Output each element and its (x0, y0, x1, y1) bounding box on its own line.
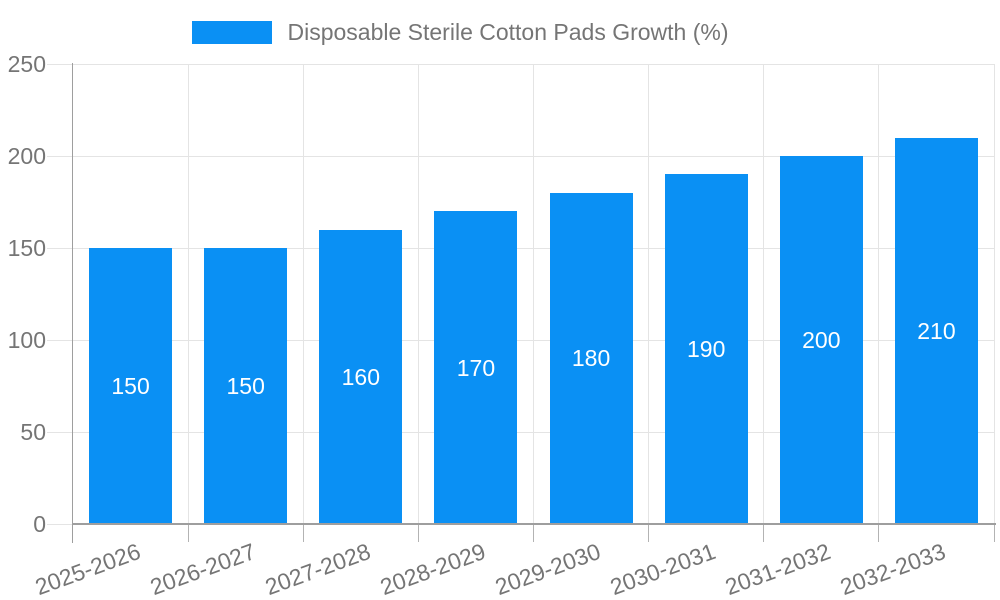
y-axis-line (71, 63, 73, 543)
x-tick (878, 524, 880, 542)
y-axis-label: 0 (33, 511, 46, 537)
y-axis-label: 100 (7, 327, 46, 353)
x-tick (648, 524, 650, 542)
x-tick (763, 524, 765, 542)
x-axis-label: 2031-2032 (721, 538, 835, 600)
y-tick (47, 247, 73, 249)
bar (549, 192, 633, 524)
y-tick (47, 63, 73, 65)
bar-value-label: 150 (111, 373, 150, 399)
y-tick (47, 431, 73, 433)
bar-value-label: 150 (226, 373, 265, 399)
bar (319, 229, 403, 524)
x-axis-label: 2026-2027 (146, 538, 259, 600)
y-axis-label: 50 (20, 419, 46, 445)
x-axis-label: 2030-2031 (606, 538, 720, 600)
x-tick (417, 524, 419, 542)
x-axis-line (71, 523, 996, 525)
x-gridline (417, 64, 419, 524)
x-axis-label: 2029-2030 (491, 538, 604, 600)
x-gridline (878, 64, 880, 524)
x-gridline (302, 64, 304, 524)
y-axis-label: 150 (7, 235, 46, 261)
x-gridline (648, 64, 650, 524)
x-axis-label: 2032-2033 (837, 538, 950, 600)
x-axis-label: 2027-2028 (261, 538, 374, 600)
bar-value-label: 180 (571, 345, 611, 372)
bar-value-label: 210 (917, 317, 956, 344)
x-gridline (763, 64, 765, 524)
bar (779, 156, 863, 524)
bar (89, 248, 173, 524)
legend-swatch (192, 20, 273, 44)
y-tick (47, 523, 73, 525)
x-axis-label: 2028-2029 (376, 538, 489, 600)
y-axis-label: 250 (7, 51, 46, 77)
x-tick (993, 524, 995, 542)
x-gridline (533, 64, 534, 524)
y-tick (47, 155, 73, 157)
x-tick (187, 524, 189, 542)
legend[interactable]: Disposable Sterile Cotton Pads Growth (%… (0, 19, 921, 45)
legend-label: Disposable Sterile Cotton Pads Growth (%… (287, 19, 729, 45)
x-axis-label: 2025-2026 (31, 538, 144, 600)
bar-value-label: 170 (456, 354, 496, 381)
y-tick (47, 339, 73, 341)
x-gridline (187, 64, 189, 524)
y-axis-label: 200 (7, 143, 46, 169)
x-gridline (993, 64, 995, 524)
x-tick (533, 524, 534, 542)
bar (434, 211, 518, 524)
bar (664, 174, 748, 524)
bar-value-label: 190 (687, 336, 726, 363)
bar-value-label: 160 (341, 363, 380, 390)
x-tick (302, 524, 304, 542)
bar (894, 137, 978, 524)
bar-value-label: 200 (802, 327, 841, 353)
bar (204, 248, 288, 524)
